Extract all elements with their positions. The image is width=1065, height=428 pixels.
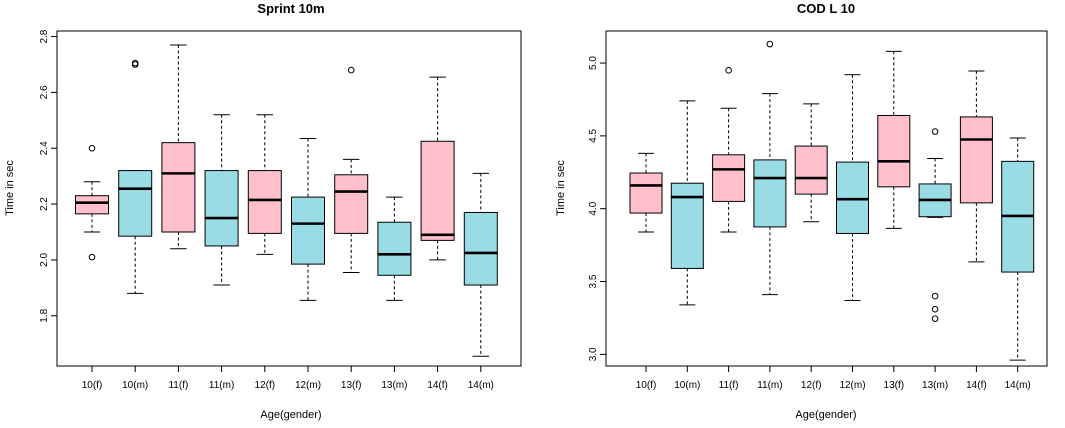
x-tick-label: 13(m)	[922, 380, 948, 391]
box-11(f)	[161, 142, 196, 233]
x-tick-label: 12(f)	[801, 380, 822, 391]
box-12(m)	[291, 196, 325, 265]
x-tick-label: 10(m)	[122, 380, 148, 391]
cod-l-10-boxplot-panel: COD L 10 Time in sec Age(gender) 3.0 3.5 4…	[555, 1, 1048, 421]
x-tick-label: 10(f)	[636, 380, 657, 391]
plot-frame	[56, 30, 522, 367]
outlier-point	[931, 305, 939, 313]
box-14(f)	[959, 116, 993, 204]
y-tick-label: 2.4	[39, 141, 50, 155]
outlier-point	[931, 128, 939, 135]
y-tick-label: 4.5	[588, 128, 599, 142]
x-tick-label: 10(f)	[82, 380, 103, 391]
plot-frame	[605, 30, 1048, 367]
y-tick-label: 5.0	[588, 56, 599, 70]
x-tick-label: 13(f)	[341, 380, 362, 391]
outlier-point	[347, 66, 355, 74]
x-tick-label: 11(f)	[168, 380, 188, 391]
marks-group: 3.0 3.5 4.0 4.5 5.0 10(f) 10(m) 11(f) 11(m) 12(f)…	[588, 40, 1035, 391]
outlier-point	[931, 315, 939, 322]
y-tick-label: 2.8	[39, 29, 50, 43]
box-12(f)	[247, 170, 282, 234]
outlier-point	[88, 144, 96, 152]
x-axis-label: Age(gender)	[260, 409, 321, 421]
box-11(m)	[204, 170, 239, 247]
outlier-point	[88, 253, 96, 261]
y-axis-label: Time in sec	[555, 160, 567, 216]
x-tick-label: 14(m)	[468, 380, 494, 391]
y-tick-label: 1.8	[39, 308, 50, 322]
box-10(f)	[75, 195, 109, 215]
chart-title: Sprint 10m	[257, 1, 324, 16]
x-tick-label: 12(f)	[255, 380, 276, 391]
box-10(m)	[118, 170, 153, 237]
y-tick-label: 2.6	[39, 85, 50, 99]
x-tick-label: 14(f)	[966, 380, 987, 391]
x-tick-label: 14(m)	[1005, 380, 1031, 391]
chart-title: COD L 10	[797, 1, 855, 16]
marks-group: 1.8 2.0 2.2 2.4 2.6 2.8 10(f) 10(m) 11(f) 11(m) 12…	[39, 29, 498, 391]
x-tick-label: 13(m)	[381, 380, 407, 391]
box-13(m)	[377, 221, 412, 276]
box-12(f)	[794, 145, 828, 195]
box-13(f)	[334, 174, 369, 234]
y-tick-label: 4.0	[588, 201, 599, 215]
x-tick-label: 14(f)	[427, 380, 448, 391]
outlier-point	[931, 292, 939, 300]
outlier-point	[131, 59, 139, 67]
box-11(f)	[712, 154, 746, 202]
box-14(m)	[463, 211, 498, 286]
outlier-point	[766, 40, 774, 48]
y-tick-label: 3.5	[588, 274, 599, 288]
x-axis-label: Age(gender)	[795, 409, 856, 421]
box-14(f)	[420, 140, 455, 241]
box-10(f)	[629, 172, 663, 214]
box-12(m)	[836, 161, 869, 234]
x-tick-label: 12(m)	[295, 380, 321, 391]
x-tick-label: 11(m)	[209, 380, 234, 391]
y-tick-label: 2.2	[39, 197, 50, 211]
y-tick-label: 2.0	[39, 253, 50, 267]
x-tick-label: 11(f)	[719, 380, 739, 391]
x-tick-label: 12(m)	[839, 380, 865, 391]
sprint-10m-boxplot-panel: Sprint 10m Time in sec Age(gender) 1.8 2.…	[4, 1, 522, 421]
box-11(m)	[753, 159, 787, 228]
y-axis-label: Time in sec	[4, 160, 16, 216]
y-tick-label: 3.0	[588, 347, 599, 361]
x-tick-label: 13(f)	[884, 380, 905, 391]
x-tick-label: 11(m)	[757, 380, 782, 391]
box-13(f)	[877, 114, 911, 188]
x-tick-label: 10(m)	[674, 380, 700, 391]
outlier-point	[725, 67, 732, 74]
